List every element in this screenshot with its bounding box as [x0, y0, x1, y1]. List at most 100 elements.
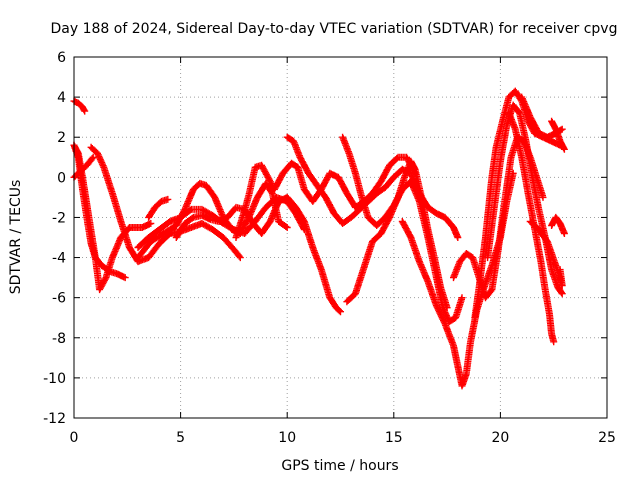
- data-point: [478, 287, 480, 289]
- data-point: [521, 96, 523, 98]
- series-arc-19: [526, 218, 566, 290]
- series-arc-13: [343, 157, 451, 312]
- y-tick-label: 2: [57, 130, 66, 146]
- y-tick-label: -4: [52, 251, 66, 267]
- data-point: [538, 132, 540, 134]
- data-point: [275, 196, 278, 198]
- data-point: [92, 156, 94, 158]
- data-point: [226, 216, 229, 218]
- data-point: [99, 289, 101, 291]
- data-point: [465, 252, 467, 255]
- data-point: [414, 168, 416, 170]
- data-point: [557, 287, 559, 289]
- data-point: [295, 206, 297, 208]
- data-point: [261, 232, 263, 235]
- data-point: [435, 305, 437, 307]
- data-point: [440, 287, 442, 289]
- data-point: [384, 216, 386, 218]
- data-point: [148, 236, 150, 239]
- data-point: [297, 166, 299, 168]
- data-point: [555, 128, 557, 130]
- data-point: [559, 269, 561, 271]
- data-point: [487, 257, 489, 259]
- data-point: [551, 224, 553, 227]
- y-tick-label: -8: [52, 331, 66, 347]
- data-point: [348, 152, 350, 154]
- data-point: [452, 226, 455, 229]
- data-point: [316, 184, 318, 186]
- data-point: [427, 281, 429, 283]
- y-tick-label: -6: [52, 291, 66, 307]
- data-point: [167, 198, 169, 200]
- data-point: [201, 208, 203, 210]
- data-point: [90, 146, 92, 148]
- y-tick-label: -12: [43, 411, 66, 427]
- data-point: [542, 196, 544, 198]
- data-point: [120, 236, 122, 239]
- data-point: [339, 311, 342, 313]
- data-point: [551, 269, 553, 271]
- data-point: [158, 242, 160, 245]
- data-point: [169, 220, 171, 223]
- data-point: [192, 188, 194, 190]
- data-point: [81, 188, 84, 190]
- data-point: [508, 96, 510, 98]
- series-arc-21: [548, 117, 568, 153]
- data-point: [484, 297, 487, 299]
- data-point: [508, 112, 510, 114]
- data-point: [367, 200, 369, 202]
- data-point: [493, 208, 495, 210]
- data-point: [401, 168, 403, 170]
- data-point: [551, 333, 553, 335]
- data-point: [128, 226, 130, 229]
- data-point: [499, 160, 501, 162]
- data-point: [241, 216, 243, 218]
- data-point: [342, 222, 344, 225]
- data-point: [393, 176, 395, 178]
- data-point: [325, 196, 327, 198]
- plot-border: [73, 56, 608, 419]
- data-point: [452, 345, 455, 347]
- data-point: [233, 228, 235, 231]
- data-point: [337, 176, 339, 178]
- data-point: [329, 172, 331, 174]
- data-point: [401, 220, 403, 223]
- data-point: [261, 164, 263, 166]
- data-point: [397, 156, 399, 158]
- data-point: [514, 128, 516, 130]
- data-point: [333, 212, 335, 214]
- data-point: [433, 257, 435, 259]
- data-point: [533, 132, 536, 134]
- data-point: [84, 110, 86, 112]
- data-point: [495, 146, 497, 148]
- data-point: [269, 220, 271, 223]
- data-point: [457, 365, 459, 367]
- data-point: [561, 285, 563, 287]
- data-point: [233, 248, 235, 251]
- data-point: [148, 257, 150, 259]
- data-point: [519, 112, 521, 114]
- chart-title: Day 188 of 2024, Sidereal Day-to-day VTE…: [51, 21, 618, 37]
- data-point: [81, 106, 84, 108]
- x-tick-label: 15: [385, 430, 403, 446]
- data-point: [90, 242, 92, 245]
- data-point: [354, 293, 356, 295]
- data-point: [388, 164, 391, 166]
- data-point: [536, 176, 538, 178]
- data-point: [457, 236, 459, 239]
- data-point: [491, 176, 493, 178]
- data-point: [410, 160, 412, 162]
- data-point: [235, 206, 237, 208]
- data-point: [525, 140, 527, 142]
- data-point: [205, 184, 207, 186]
- x-tick-label: 10: [278, 430, 296, 446]
- data-point: [256, 196, 258, 198]
- data-point: [124, 277, 126, 279]
- data-point: [94, 257, 96, 259]
- data-point: [199, 182, 201, 184]
- data-point: [444, 216, 446, 218]
- data-point: [544, 289, 546, 291]
- data-point: [254, 166, 256, 168]
- data-point: [105, 277, 107, 279]
- data-point: [380, 180, 382, 182]
